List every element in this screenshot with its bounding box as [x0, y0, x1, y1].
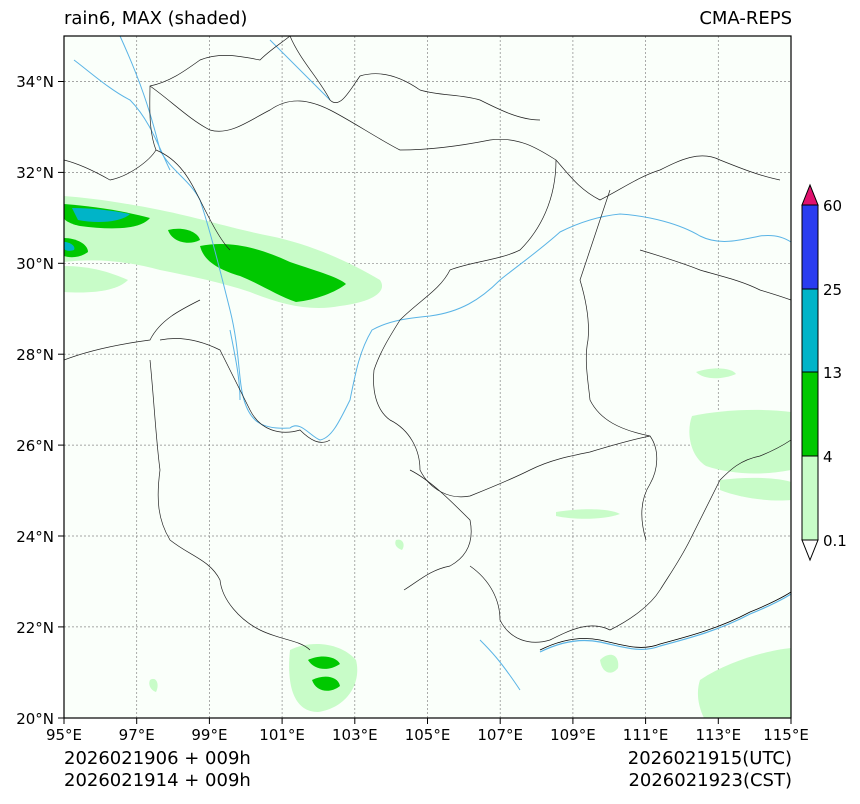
rain-area-light-center — [556, 509, 620, 519]
init-time-utc: 2026021906 + 009h — [64, 748, 251, 769]
lat-label: 26°N — [16, 437, 54, 455]
lon-label: 105°E — [405, 726, 451, 744]
coastline — [539, 591, 792, 651]
lon-label: 115°E — [763, 726, 809, 744]
lat-label: 28°N — [16, 346, 54, 364]
rain-area-cyan-2 — [64, 242, 75, 251]
lon-label: 99°E — [191, 726, 227, 744]
colorbar-under-triangle — [801, 539, 819, 562]
rain-area-green-6 — [312, 676, 340, 691]
colorbar-label: 25 — [823, 281, 842, 299]
rain-area-light-southeast — [697, 648, 791, 718]
latitude-labels: 34°N 32°N 30°N 28°N 26°N 24°N 22°N 20°N — [16, 73, 54, 728]
colorbar: 60 25 13 4 0.1 — [801, 183, 847, 562]
lon-label: 107°E — [477, 726, 523, 744]
coastline-water — [539, 593, 792, 653]
map-title-left: rain6, MAX (shaded) — [64, 8, 248, 29]
colorbar-segment-lightgreen — [801, 455, 819, 541]
axis-ticks — [58, 81, 792, 724]
valid-time-utc: 2026021915(UTC) — [627, 748, 792, 769]
map-gridlines — [64, 36, 791, 718]
colorbar-label: 0.1 — [823, 532, 847, 550]
rain-area-light-east2 — [720, 477, 791, 501]
colorbar-label: 13 — [823, 364, 842, 382]
rain-area-light-small — [696, 368, 736, 379]
lon-label: 111°E — [623, 726, 669, 744]
rivers — [73, 35, 792, 691]
lat-label: 20°N — [16, 710, 54, 728]
lon-label: 109°E — [550, 726, 596, 744]
rain-area-green-3 — [168, 228, 200, 243]
rain-area-light-coast — [600, 654, 619, 673]
rain-shading — [64, 196, 791, 718]
footer-init-times: 2026021906 + 009h 2026021914 + 009h — [64, 748, 251, 792]
footer-valid-times: 2026021915(UTC) 2026021923(CST) — [628, 748, 792, 792]
lon-label: 103°E — [332, 726, 378, 744]
lon-label: 101°E — [259, 726, 305, 744]
lat-label: 32°N — [16, 164, 54, 182]
lat-label: 34°N — [16, 73, 54, 91]
rain-area-green-2 — [64, 238, 88, 258]
lat-label: 24°N — [16, 528, 54, 546]
rain-area-light-west — [64, 266, 128, 293]
colorbar-over-triangle — [801, 183, 819, 206]
colorbar-segment-cyan — [801, 288, 819, 373]
colorbar-segment-green — [801, 371, 819, 457]
rain-area-light-spot2 — [395, 539, 404, 550]
colorbar-label: 60 — [823, 197, 842, 215]
rain-area-light-spot — [149, 678, 158, 692]
rain-area-green-4 — [200, 243, 346, 302]
lon-label: 97°E — [119, 726, 155, 744]
map-title-right: CMA-REPS — [699, 8, 792, 29]
colorbar-segment-blue — [801, 204, 819, 290]
rain-area-cyan-1 — [72, 208, 130, 222]
lat-label: 30°N — [16, 255, 54, 273]
lat-label: 22°N — [16, 619, 54, 637]
rain-area-light-east — [689, 409, 791, 474]
province-borders — [63, 35, 792, 651]
valid-time-cst: 2026021923(CST) — [628, 770, 792, 791]
lon-label: 113°E — [695, 726, 741, 744]
rain-area-green-5 — [308, 656, 340, 669]
lon-label: 95°E — [46, 726, 82, 744]
init-time-cst: 2026021914 + 009h — [64, 770, 251, 791]
colorbar-label: 4 — [823, 448, 833, 466]
longitude-labels: 95°E 97°E 99°E 101°E 103°E 105°E 107°E 1… — [46, 726, 809, 744]
